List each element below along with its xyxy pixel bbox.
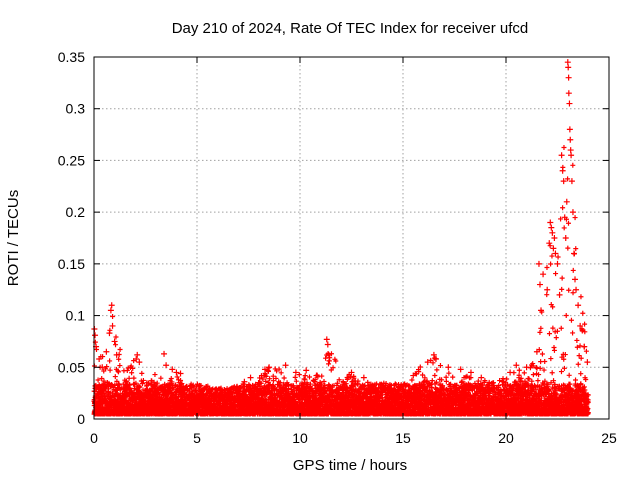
data-point: [116, 381, 122, 387]
data-point: [115, 369, 121, 375]
data-point: [117, 363, 123, 369]
data-point: [190, 382, 196, 388]
data-point: [112, 382, 118, 388]
data-point: [174, 374, 180, 380]
data-point: [117, 346, 123, 352]
data-point: [110, 314, 116, 320]
data-point: [112, 374, 118, 380]
data-point: [133, 380, 139, 386]
data-point: [168, 375, 174, 381]
data-point: [114, 378, 120, 384]
data-point: [101, 378, 107, 384]
data-point: [130, 365, 136, 371]
data-point: [113, 334, 119, 340]
data-point: [152, 372, 158, 378]
data-point: [107, 358, 113, 364]
data-point: [136, 385, 142, 391]
data-point: [116, 356, 122, 362]
data-point: [127, 385, 133, 391]
data-point: [131, 375, 137, 381]
data-point: [140, 377, 146, 383]
data-point: [145, 380, 151, 386]
data-point: [95, 377, 101, 383]
data-point: [104, 364, 110, 370]
data-point: [100, 354, 106, 360]
data-point: [99, 376, 105, 382]
data-point: [139, 370, 145, 376]
data-point: [107, 367, 113, 373]
data-point: [129, 370, 135, 376]
data-point: [179, 381, 185, 387]
grid-lines: [94, 57, 609, 419]
data-point: [124, 367, 130, 373]
data-point: [137, 384, 143, 390]
data-point: [158, 375, 164, 381]
data-points: [91, 59, 591, 417]
data-point: [154, 380, 160, 386]
data-point: [171, 386, 177, 392]
data-point: [139, 381, 145, 387]
chart-title: Day 210 of 2024, Rate Of TEC Index for r…: [172, 20, 529, 37]
data-point: [126, 375, 132, 381]
data-point: [113, 342, 119, 348]
